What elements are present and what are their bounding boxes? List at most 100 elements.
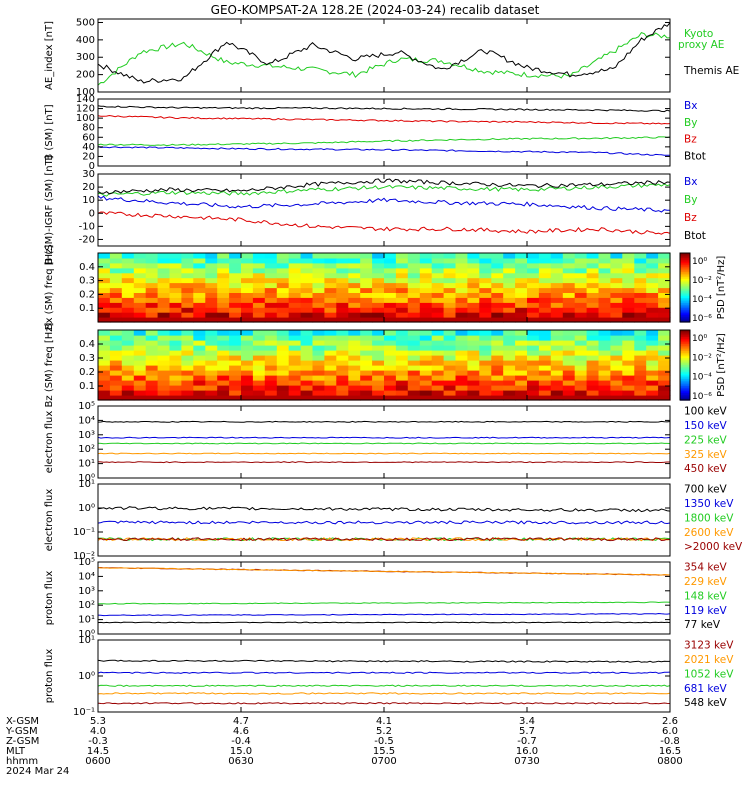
heatmap-cell — [121, 380, 135, 386]
heatmap-cell — [252, 297, 266, 303]
ytick-label-bigrf: 10 — [82, 195, 95, 206]
footer-row-label: X-GSM — [6, 716, 39, 727]
heatmap-cell — [157, 370, 171, 376]
heatmap-cell — [133, 355, 147, 361]
heatmap-cell — [288, 340, 302, 346]
heatmap-cell — [169, 370, 182, 376]
heatmap-cell — [300, 395, 314, 401]
heatmap-cell — [241, 302, 254, 308]
heatmap-cell — [646, 287, 659, 293]
heatmap-cell — [586, 350, 600, 356]
heatmap-cell — [300, 355, 314, 361]
heatmap-cell — [384, 282, 397, 289]
heatmap-cell — [241, 287, 254, 293]
heatmap-cell — [574, 287, 588, 293]
heatmap-cell — [276, 350, 290, 356]
heatmap-cell — [300, 350, 314, 356]
colorbar-cell — [680, 384, 690, 387]
heatmap-cell — [169, 345, 182, 351]
legend-entry-elec1: 450 keV — [684, 463, 728, 475]
heatmap-cell — [133, 385, 147, 391]
footer-value-z_gsm: -0.4 — [231, 736, 251, 747]
heatmap-cell — [610, 287, 623, 293]
heatmap-cell — [610, 340, 623, 346]
heatmap-cell — [109, 330, 123, 336]
series-line-elec1-4 — [97, 461, 670, 464]
heatmap-cell — [360, 360, 373, 366]
colorbar-cell — [680, 292, 690, 295]
heatmap-cell — [443, 385, 457, 391]
heatmap-cell — [336, 317, 349, 323]
heatmap-cell — [574, 360, 588, 366]
heatmap-cell — [360, 340, 373, 346]
heatmap-cell — [574, 330, 588, 336]
heatmap-cell — [550, 312, 564, 318]
heatmap-cell — [157, 287, 171, 293]
heatmap-cell — [527, 312, 540, 318]
heatmap-cell — [467, 380, 480, 386]
heatmap-cell — [324, 365, 337, 371]
heatmap-cell — [324, 317, 337, 323]
heatmap-cell — [431, 262, 445, 269]
heatmap-cell — [395, 355, 409, 361]
heatmap-cell — [193, 355, 206, 361]
heatmap-cell — [98, 297, 111, 303]
legend-entry-prot1: 229 keV — [684, 576, 728, 588]
heatmap-cell — [157, 330, 171, 336]
heatmap-cell — [407, 317, 421, 323]
heatmap-cell — [586, 330, 600, 336]
heatmap-cell — [455, 330, 468, 336]
heatmap-cell — [336, 380, 349, 386]
heatmap-cell — [121, 312, 135, 318]
heatmap-cell — [312, 385, 325, 391]
heatmap-cell — [455, 360, 468, 366]
heatmap-cell — [622, 375, 635, 381]
heatmap-cell — [598, 267, 611, 274]
ytick-label-prot2: 10¹ — [78, 635, 95, 646]
heatmap-cell — [443, 370, 457, 376]
heatmap-cell — [527, 302, 540, 308]
footer-value-x_gsm: 4.1 — [376, 716, 392, 727]
series-line-elec1-2 — [97, 442, 671, 445]
heatmap-cell — [109, 340, 123, 346]
heatmap-cell — [157, 380, 171, 386]
series-line-elec2-0 — [97, 506, 671, 513]
heatmap-cell — [527, 395, 540, 401]
heatmap-cell — [157, 267, 171, 274]
heatmap-cell — [300, 267, 314, 274]
colorbar-tick-label: 10⁻⁴ — [692, 373, 712, 383]
heatmap-cell — [252, 360, 266, 366]
heatmap-cell — [574, 385, 588, 391]
heatmap-cell — [395, 345, 409, 351]
heatmap-cell — [622, 350, 635, 356]
heatmap-cell — [109, 345, 123, 351]
heatmap-cell — [562, 365, 576, 371]
heatmap-cell — [360, 355, 373, 361]
heatmap-cell — [348, 365, 361, 371]
heatmap-cell — [276, 345, 290, 351]
heatmap-cell — [205, 330, 218, 336]
heatmap-cell — [407, 253, 421, 259]
heatmap-cell — [622, 355, 635, 361]
colorbar-cell — [680, 394, 690, 398]
heatmap-cell — [443, 302, 457, 308]
footer-value-z_gsm: -0.5 — [374, 736, 394, 747]
heatmap-cell — [443, 277, 457, 284]
heatmap-cell — [384, 365, 397, 371]
heatmap-cell — [598, 395, 611, 401]
heatmap-cell — [562, 350, 576, 356]
heatmap-cell — [455, 292, 468, 298]
heatmap-cell — [157, 340, 171, 346]
heatmap-cell — [181, 253, 194, 259]
heatmap-cell — [229, 360, 242, 366]
heatmap-cell — [205, 360, 218, 366]
heatmap-cell — [181, 272, 194, 279]
heatmap-cell — [658, 277, 671, 284]
heatmap-cell — [205, 287, 218, 293]
heatmap-cell — [264, 297, 278, 303]
heatmap-cell — [229, 307, 242, 313]
legend-entry-bigrf: By — [684, 194, 697, 206]
heatmap-cell — [157, 317, 171, 323]
heatmap-cell — [205, 335, 218, 341]
heatmap-cell — [586, 272, 600, 279]
